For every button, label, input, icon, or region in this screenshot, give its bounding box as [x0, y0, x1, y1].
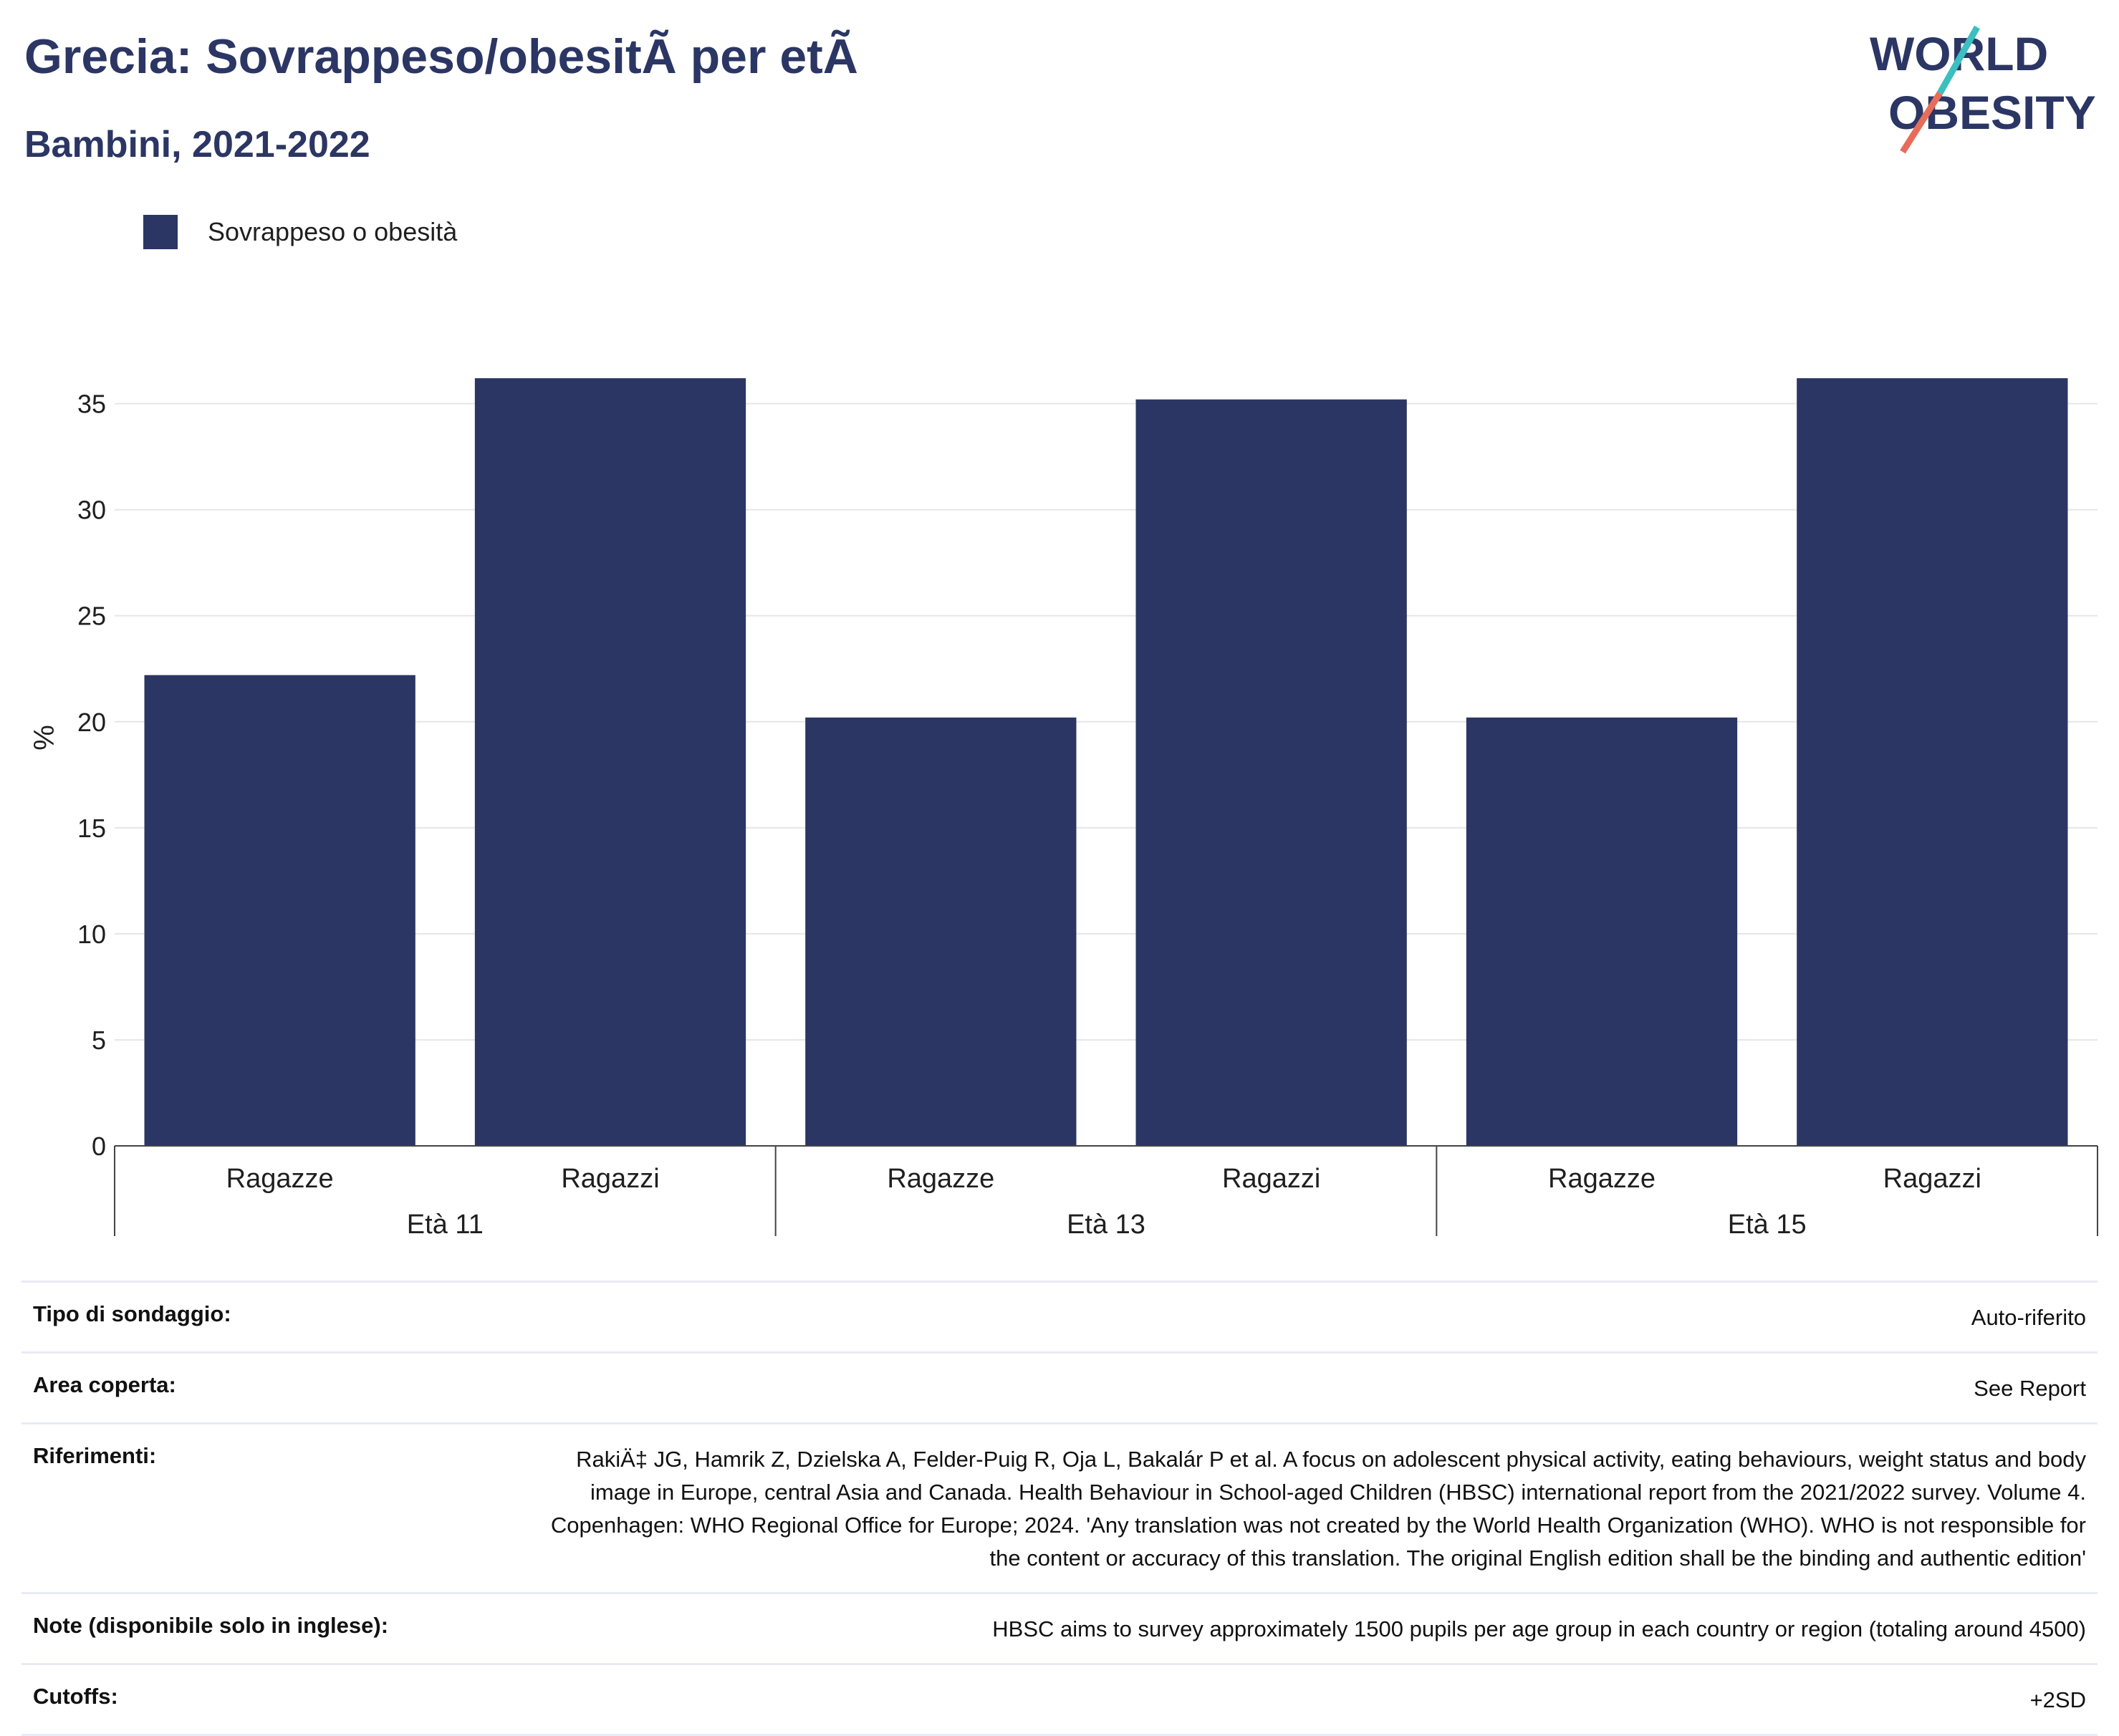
metadata-value: +2SD: [2029, 1687, 2086, 1712]
legend-label: Sovrappeso o obesità: [208, 217, 458, 246]
x-group-label: Età 15: [1728, 1210, 1807, 1240]
logo-slash-coral: [1900, 91, 1943, 154]
metadata-label: Tipo di sondaggio:: [33, 1301, 231, 1326]
logo-text-obesity: OBESITY: [1888, 86, 2096, 139]
metadata-label: Area coperta:: [33, 1372, 176, 1397]
bar: [1466, 717, 1738, 1146]
x-tick-label: Ragazze: [226, 1164, 334, 1194]
bar: [1135, 399, 1407, 1146]
metadata-row: Area coperta: See Report: [21, 1351, 2098, 1422]
metadata-value: See Report: [1974, 1376, 2086, 1401]
bar: [805, 717, 1077, 1146]
y-axis-label: %: [29, 725, 60, 751]
metadata-value: RakiÄ‡ JG, Hamrik Z, Dzielska A, Felder-…: [550, 1447, 2086, 1571]
world-obesity-logo: WORLD OBESITY: [1870, 25, 2096, 154]
x-group-label: Età 11: [407, 1210, 484, 1240]
chart-title: Grecia: Sovrappeso/obesitÃ per etÃ: [24, 29, 858, 84]
chart-legend[interactable]: Sovrappeso o obesità: [143, 215, 457, 249]
y-tick-label: 10: [77, 920, 106, 949]
y-tick-label: 5: [92, 1026, 106, 1055]
x-tick-label: Ragazzi: [1222, 1164, 1320, 1194]
chart-subtitle: Bambini, 2021-2022: [24, 124, 370, 165]
metadata-row: Tipo di sondaggio: Auto-riferito: [21, 1281, 2098, 1351]
legend-swatch: [143, 215, 178, 249]
bar: [1797, 378, 2068, 1146]
y-tick-label: 20: [77, 708, 106, 737]
y-tick-label: 0: [92, 1132, 106, 1161]
x-tick-label: Ragazze: [1548, 1164, 1656, 1194]
metadata-value: Auto-riferito: [1971, 1305, 2086, 1330]
bar-chart: 0 5 10 15 20 25 30 35% Ragazze Ragazzi Ragazze Raga…: [29, 378, 2098, 1240]
metadata-table: Tipo di sondaggio: Auto-riferito Area cope…: [21, 1281, 2098, 1736]
y-tick-label: 35: [77, 390, 106, 419]
logo-slash-teal: [1937, 25, 1980, 95]
x-tick-label: Ragazzi: [1883, 1164, 1981, 1194]
x-group-label: Età 13: [1067, 1210, 1145, 1240]
metadata-label: Cutoffs:: [33, 1684, 118, 1709]
x-tick-label: Ragazze: [887, 1164, 994, 1194]
metadata-row: Cutoffs: +2SD: [21, 1663, 2098, 1736]
bar: [474, 378, 746, 1146]
x-tick-label: Ragazzi: [561, 1164, 659, 1194]
y-tick-label: 15: [77, 814, 106, 843]
metadata-row: Riferimenti: RakiÄ‡ JG, Hamrik Z, Dzielsk…: [21, 1422, 2098, 1592]
y-tick-label: 25: [77, 602, 106, 631]
y-tick-label: 30: [77, 496, 106, 525]
metadata-label: Note (disponibile solo in inglese):: [33, 1613, 389, 1638]
bar: [144, 675, 415, 1146]
metadata-label: Riferimenti:: [33, 1443, 157, 1468]
metadata-row: Note (disponibile solo in inglese): HBSC …: [21, 1592, 2098, 1663]
metadata-value: HBSC aims to survey approximately 1500 p…: [992, 1616, 2086, 1641]
